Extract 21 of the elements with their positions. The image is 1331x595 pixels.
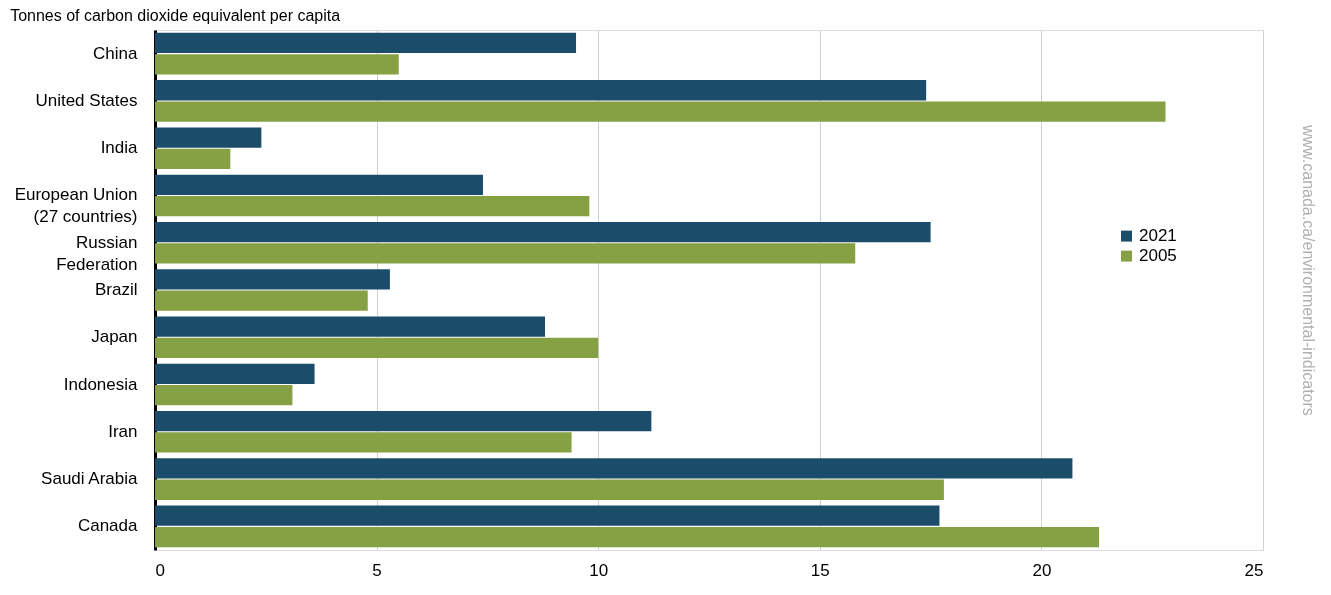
y-tick-label: Japan — [91, 327, 138, 347]
y-tick-label: Brazil — [94, 280, 138, 299]
legend-label: 2021 — [1139, 226, 1177, 246]
legend-label: 2005 — [1139, 246, 1177, 266]
x-tick-label: 5 — [372, 560, 382, 580]
y-tick-label: United States — [35, 90, 138, 110]
y-tick-label: Iran — [108, 421, 138, 441]
y-tick-label: Saudi Arabia — [41, 469, 139, 489]
y-tick-label: Canada — [77, 516, 139, 536]
text: www.canada.ca/environmental-indicators — [1300, 124, 1317, 416]
x-tick-label: 10 — [589, 560, 609, 580]
x-tick-label: 15 — [810, 560, 830, 580]
x-tick-label: 0 — [155, 560, 165, 580]
y-tick-label: European Union (27 countries) — [14, 185, 138, 227]
x-tick-label: 25 — [1244, 560, 1264, 580]
x-tick-label: 20 — [1032, 560, 1052, 580]
y-tick-label: Indonesia — [63, 374, 139, 394]
y-tick-label: China — [93, 43, 139, 63]
y-tick-label: India — [100, 138, 139, 158]
y-tick-label: Russian Federation — [56, 232, 138, 274]
chart-title: Tonnes of carbon dioxide equivalent per capita — [10, 7, 341, 24]
